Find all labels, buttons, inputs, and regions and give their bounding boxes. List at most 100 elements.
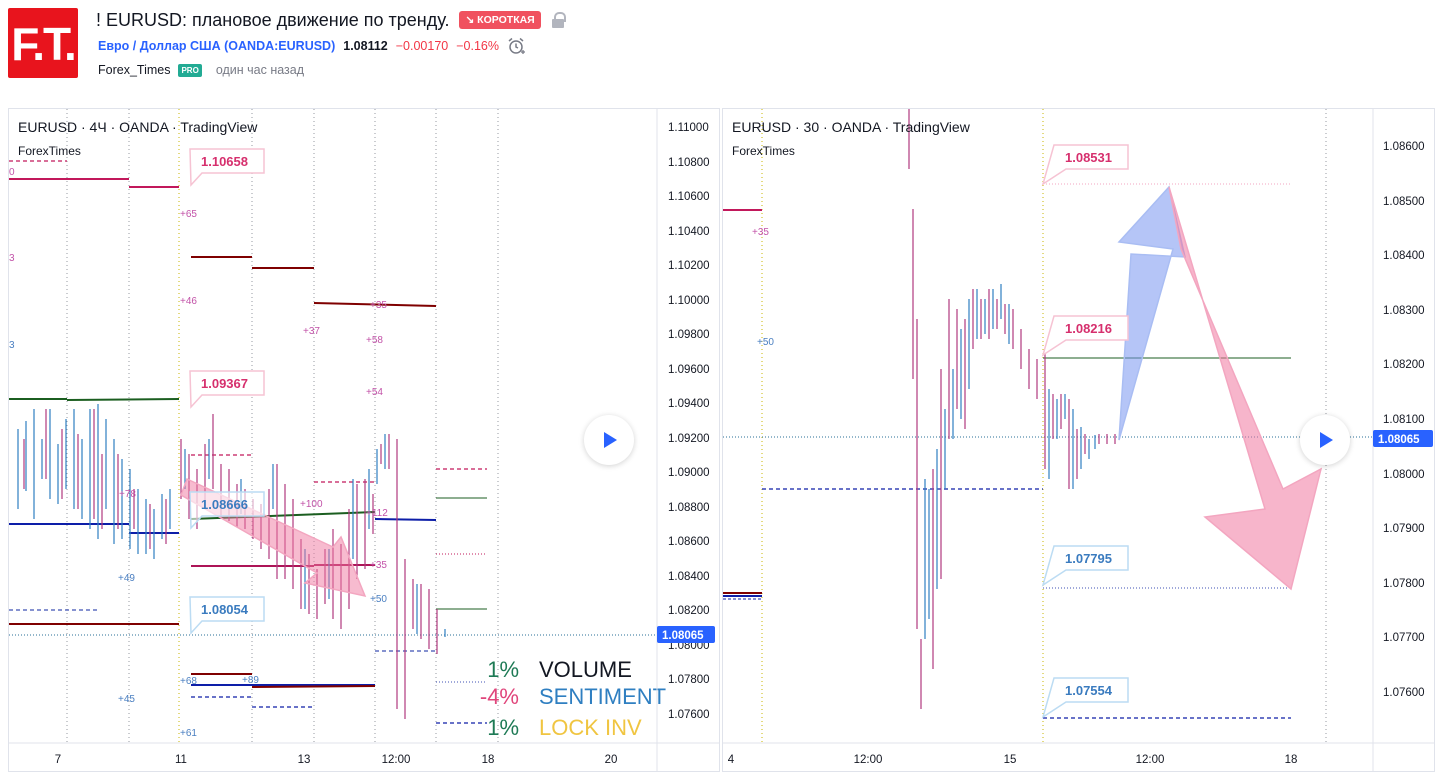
price-tick: 1.08200 xyxy=(1383,359,1425,371)
symbol-link[interactable]: Евро / Доллар США (OANDA:EURUSD) xyxy=(98,39,335,53)
time-tick: 20 xyxy=(605,754,618,766)
author-name[interactable]: Forex_Times xyxy=(98,63,171,77)
last-price: 1.08112 xyxy=(343,39,388,53)
time-tick: 12:00 xyxy=(382,754,411,766)
price-callout: 1.08054 xyxy=(201,602,249,617)
level-label: 3 xyxy=(9,340,15,351)
play-icon[interactable] xyxy=(584,415,634,465)
level-label: +35 xyxy=(370,560,387,571)
level-label: +65 xyxy=(180,209,197,220)
level-label: +50 xyxy=(370,594,387,605)
price-tick: 1.10200 xyxy=(668,260,710,272)
price-callout: 1.10658 xyxy=(201,154,248,169)
level-label: +78 xyxy=(119,489,136,500)
level-label: +112 xyxy=(366,508,388,519)
price-tick: 1.08300 xyxy=(1383,305,1425,317)
level-label: +35 xyxy=(752,227,769,238)
time-tick: 13 xyxy=(298,754,311,766)
lock-inv-label: LOCK INV xyxy=(539,715,642,740)
level-label: +49 xyxy=(118,573,135,584)
price-callout: 1.08531 xyxy=(1065,150,1112,165)
price-change: −0.00170 xyxy=(395,39,449,53)
price-tick: 1.07600 xyxy=(668,709,710,721)
symbol-name: Евро / Доллар США xyxy=(98,39,221,53)
current-price: 1.08065 xyxy=(1378,434,1420,446)
logo-text: F.T. xyxy=(11,18,77,70)
price-tick: 1.08400 xyxy=(668,571,710,583)
short-direction-badge: ↘ КОРОТКАЯ xyxy=(459,11,541,29)
chart-legend: EURUSD · 4Ч · OANDA · TradingView xyxy=(18,119,258,135)
current-price: 1.08065 xyxy=(662,630,704,642)
sentiment-label: SENTIMENT xyxy=(539,684,666,709)
chart-4h-panel[interactable]: +65 +46 +37 +35 +58 +54 +78 +100 +112 +3… xyxy=(8,108,720,772)
play-icon[interactable] xyxy=(1300,415,1350,465)
price-tick: 1.07800 xyxy=(1383,578,1425,590)
level-label: +54 xyxy=(366,387,383,398)
time-tick: 7 xyxy=(55,754,61,766)
level-label: +50 xyxy=(757,337,774,348)
chart-30m-panel[interactable]: +35 +50 1.08531 1.08216 1.07795 1.07554 … xyxy=(722,108,1435,772)
indicator-name: ForexTimes xyxy=(18,144,81,158)
price-tick: 1.09400 xyxy=(668,398,710,410)
price-tick: 1.09000 xyxy=(668,467,710,479)
time-tick: 15 xyxy=(1004,754,1017,766)
chart-4h-canvas[interactable]: +65 +46 +37 +35 +58 +54 +78 +100 +112 +3… xyxy=(9,109,720,772)
level-label: +35 xyxy=(370,300,387,311)
symbol-row: Евро / Доллар США (OANDA:EURUSD) 1.08112… xyxy=(98,37,525,55)
price-tick: 1.09600 xyxy=(668,364,710,376)
price-tick: 1.09800 xyxy=(668,329,710,341)
price-callout: 1.07795 xyxy=(1065,551,1112,566)
author-row: Forex_Times PRO один час назад xyxy=(98,61,304,79)
chart-30m-canvas[interactable]: +35 +50 1.08531 1.08216 1.07795 1.07554 … xyxy=(723,109,1435,772)
price-tick: 1.10600 xyxy=(668,191,710,203)
level-label: +45 xyxy=(118,694,135,705)
price-tick: 1.08100 xyxy=(1383,414,1425,426)
price-callout: 1.07554 xyxy=(1065,683,1113,698)
level-label: +68 xyxy=(180,676,197,687)
idea-title-row: ! EURUSD: плановое движение по тренду. ↘… xyxy=(96,8,566,32)
lock-inv-value: 1% xyxy=(487,715,519,740)
price-tick: 1.08500 xyxy=(1383,196,1425,208)
price-tick: 1.07700 xyxy=(1383,632,1425,644)
current-price-marker xyxy=(657,626,715,643)
price-tick: 1.07600 xyxy=(1383,687,1425,699)
time-tick: 18 xyxy=(482,754,495,766)
price-tick: 1.08600 xyxy=(1383,141,1425,153)
price-tick: 1.11000 xyxy=(668,122,709,134)
level-label: +89 xyxy=(242,675,259,686)
price-tick: 1.08800 xyxy=(668,502,710,514)
price-tick: 1.08000 xyxy=(1383,469,1425,481)
price-tick: 1.10800 xyxy=(668,157,710,169)
price-tick: 1.10400 xyxy=(668,226,710,238)
level-label: +46 xyxy=(180,296,197,307)
level-label: +100 xyxy=(300,499,323,510)
price-callout: 1.08666 xyxy=(201,497,248,512)
volume-label: VOLUME xyxy=(539,657,632,682)
time-tick: 12:00 xyxy=(854,754,883,766)
author-logo[interactable]: F.T. xyxy=(8,8,78,78)
level-label: 0 xyxy=(9,167,15,178)
price-callout: 1.09367 xyxy=(201,376,248,391)
alarm-clock-icon[interactable] xyxy=(507,37,525,55)
lock-icon xyxy=(551,12,566,28)
level-label: 3 xyxy=(9,253,15,264)
idea-title: ! EURUSD: плановое движение по тренду. xyxy=(96,9,450,30)
current-price-marker xyxy=(1373,430,1433,447)
indicator-name: ForexTimes xyxy=(732,144,795,158)
level-label: +58 xyxy=(366,335,383,346)
price-tick: 1.08600 xyxy=(668,536,710,548)
price-tick: 1.10000 xyxy=(668,295,710,307)
time-tick: 11 xyxy=(175,754,187,766)
price-tick: 1.08200 xyxy=(668,605,710,617)
time-tick: 18 xyxy=(1285,754,1298,766)
symbol-ticker: (OANDA:EURUSD) xyxy=(224,39,336,53)
published-time: один час назад xyxy=(215,63,305,77)
pro-badge: PRO xyxy=(178,63,202,77)
price-callout: 1.08216 xyxy=(1065,321,1112,336)
level-label: +37 xyxy=(303,326,320,337)
sentiment-value: -4% xyxy=(480,684,519,709)
price-tick: 1.07900 xyxy=(1383,523,1425,535)
volume-value: 1% xyxy=(487,657,519,682)
price-tick: 1.09200 xyxy=(668,433,710,445)
price-tick: 1.07800 xyxy=(668,674,710,686)
